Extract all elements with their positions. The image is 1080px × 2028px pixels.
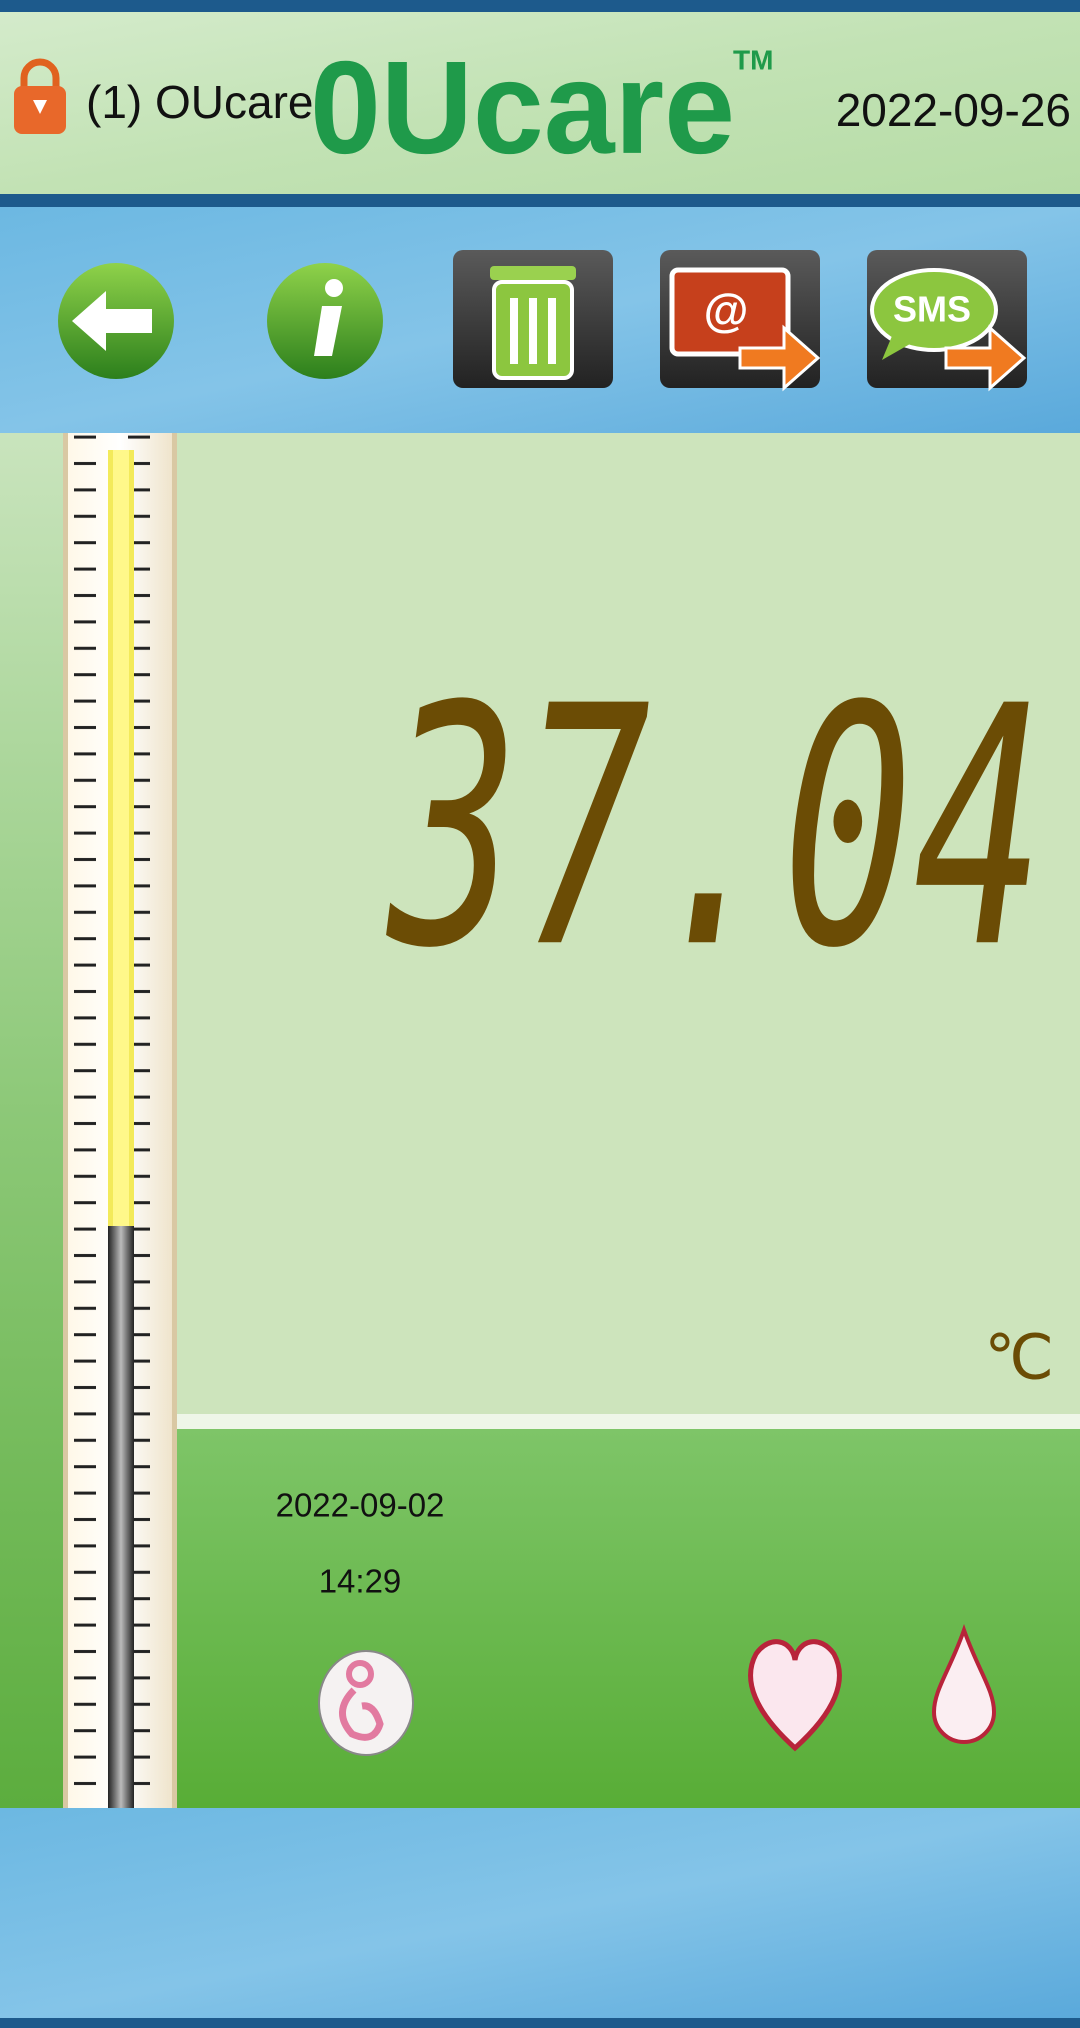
record-date: 2022-09-02 bbox=[276, 1487, 445, 1524]
profile-icon[interactable] bbox=[318, 1650, 414, 1756]
bottom-edge bbox=[0, 2018, 1080, 2028]
display-panel bbox=[175, 433, 1080, 1414]
app-logo: 0Ucare bbox=[310, 34, 735, 181]
back-button[interactable] bbox=[58, 263, 174, 379]
trademark: TM bbox=[733, 44, 773, 75]
drop-button[interactable] bbox=[931, 1623, 997, 1744]
info-button[interactable] bbox=[267, 263, 383, 379]
email-button[interactable]: @ bbox=[660, 250, 821, 392]
panel-divider bbox=[135, 1414, 1080, 1429]
heart-button[interactable] bbox=[748, 1639, 842, 1752]
email-icon-label: @ bbox=[704, 284, 749, 336]
lock-icon[interactable] bbox=[14, 58, 66, 134]
user-label: (1) OUcare bbox=[86, 76, 313, 128]
top-edge bbox=[0, 0, 1080, 12]
record-panel bbox=[175, 1429, 1080, 1808]
current-date: 2022-09-26 bbox=[836, 84, 1071, 136]
delete-button[interactable] bbox=[453, 250, 613, 388]
temperature-reading: 37.04 bbox=[385, 636, 1045, 1020]
footer-bg bbox=[0, 1808, 1080, 2020]
thermometer bbox=[63, 433, 178, 1808]
sms-button[interactable]: SMS bbox=[867, 250, 1027, 392]
record-time: 14:29 bbox=[319, 1563, 402, 1600]
header-edge bbox=[0, 194, 1080, 207]
sms-icon-label: SMS bbox=[893, 289, 971, 330]
temperature-unit: ℃ bbox=[984, 1323, 1054, 1392]
header-bg bbox=[0, 12, 1080, 194]
